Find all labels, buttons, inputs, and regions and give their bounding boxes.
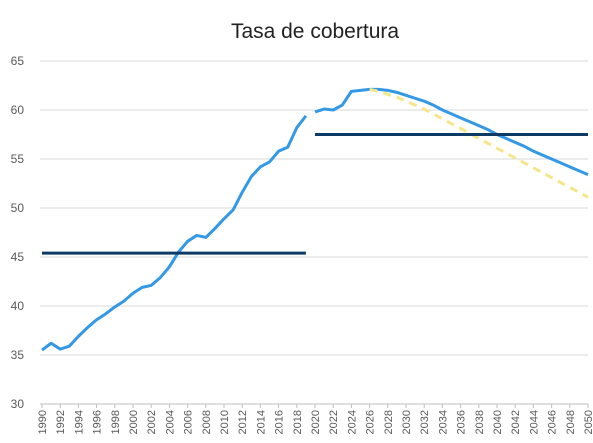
x-tick-label: 2016 [274, 410, 286, 434]
x-tick-label: 2002 [146, 410, 158, 434]
x-tick-label: 2014 [255, 410, 267, 434]
x-tick-label: 2000 [128, 410, 140, 434]
y-tick-label: 50 [11, 201, 25, 215]
line [369, 87, 589, 199]
x-tick-label: 2046 [547, 410, 559, 434]
y-tick-label: 55 [11, 152, 25, 166]
y-tick-label: 30 [11, 397, 25, 411]
x-tick-label: 2036 [456, 410, 468, 434]
y-tick-label: 35 [11, 348, 25, 362]
x-tick-label: 2028 [383, 410, 395, 434]
y-tick-label: 60 [11, 103, 25, 117]
line [314, 87, 589, 177]
x-tick-label: 2024 [346, 410, 358, 434]
x-tick-label: 2034 [437, 410, 449, 434]
y-tick-label: 40 [11, 299, 25, 313]
y-tick-label: 65 [11, 54, 25, 68]
x-tick-label: 2018 [292, 410, 304, 434]
x-tick-label: 2042 [510, 410, 522, 434]
x-tick-label: 2026 [365, 410, 377, 434]
x-tick-label: 2004 [164, 410, 176, 434]
x-tick-label: 1990 [37, 410, 49, 434]
x-tick-label: 2012 [237, 410, 249, 434]
x-tick-label: 1994 [73, 410, 85, 434]
chart-title: Tasa de cobertura [231, 20, 399, 43]
x-tick-label: 2010 [219, 410, 231, 434]
x-tick-label: 1998 [110, 410, 122, 434]
x-tick-label: 1992 [55, 410, 67, 434]
x-tick-label: 2006 [183, 410, 195, 434]
x-tick-label: 2044 [528, 410, 540, 434]
line [41, 114, 308, 352]
x-tick-label: 1996 [92, 410, 104, 434]
x-tick-label: 2040 [492, 410, 504, 434]
x-tick-label: 2008 [201, 410, 213, 434]
x-tick-label: 2020 [310, 410, 322, 434]
x-tick-label: 2048 [565, 410, 577, 434]
y-tick-label: 45 [11, 250, 25, 264]
x-tick-label: 2022 [328, 410, 340, 434]
x-tick-label: 2050 [583, 410, 593, 434]
x-tick-label: 2032 [419, 410, 431, 434]
x-tick-label: 2038 [474, 410, 486, 434]
x-tick-label: 2030 [401, 410, 413, 434]
